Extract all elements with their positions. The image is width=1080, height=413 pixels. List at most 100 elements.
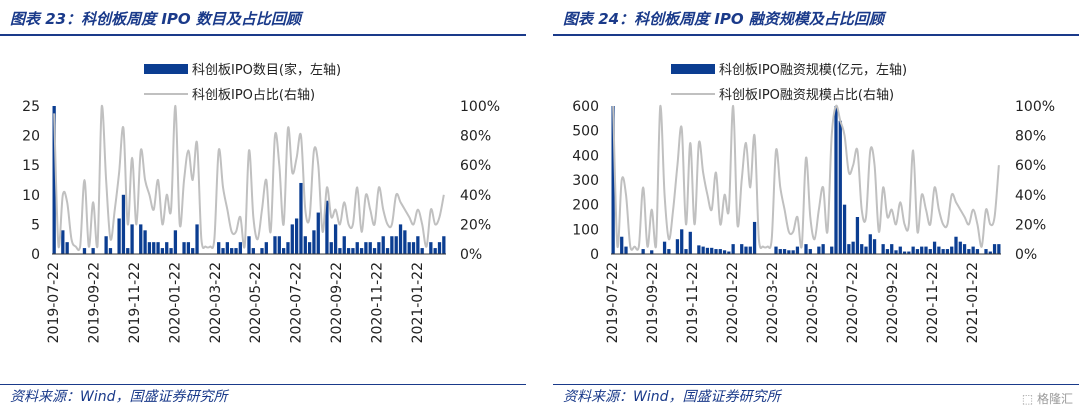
x-tick-label: 2020-09-22 bbox=[329, 262, 345, 343]
bar bbox=[710, 247, 714, 254]
y-right-tick-label: 20% bbox=[1015, 217, 1046, 233]
bar bbox=[160, 248, 165, 254]
bar bbox=[752, 221, 757, 254]
bar bbox=[731, 244, 735, 254]
bar bbox=[273, 236, 277, 254]
bar bbox=[911, 246, 915, 254]
bar bbox=[342, 236, 346, 254]
bar bbox=[221, 248, 225, 254]
bar bbox=[860, 244, 864, 254]
x-tick-label: 2020-01-22 bbox=[725, 262, 741, 343]
bar bbox=[346, 248, 351, 254]
x-tick-label: 2020-03-22 bbox=[208, 262, 224, 343]
x-tick-label: 2019-09-22 bbox=[645, 262, 661, 343]
bar bbox=[842, 204, 847, 254]
watermark-logo: ⬚ 格隆汇 bbox=[1022, 390, 1073, 407]
bar bbox=[359, 248, 364, 254]
bar bbox=[264, 242, 268, 254]
bar bbox=[165, 242, 169, 254]
bar bbox=[325, 200, 329, 254]
legend-bar-swatch bbox=[671, 64, 715, 74]
y-right-tick-label: 20% bbox=[460, 217, 491, 233]
bar bbox=[787, 250, 791, 254]
footer-rule bbox=[553, 384, 1079, 385]
title-rule bbox=[0, 34, 526, 36]
bar bbox=[984, 249, 988, 254]
legend-label: 科创板IPO占比(右轴) bbox=[192, 88, 315, 103]
y-right-tick-label: 80% bbox=[1015, 129, 1046, 145]
bar bbox=[971, 246, 975, 254]
bar bbox=[91, 248, 95, 254]
bar bbox=[620, 236, 624, 254]
bar bbox=[727, 251, 731, 254]
bar bbox=[108, 248, 113, 254]
bar bbox=[864, 246, 868, 254]
bar bbox=[195, 224, 199, 254]
bar bbox=[898, 246, 902, 254]
bar bbox=[950, 246, 954, 254]
bar bbox=[748, 246, 752, 254]
bar bbox=[182, 242, 186, 254]
y-right-tick-label: 0% bbox=[460, 247, 482, 263]
bar bbox=[403, 230, 407, 254]
bar bbox=[394, 236, 398, 254]
bar bbox=[941, 249, 945, 254]
bar bbox=[778, 249, 782, 254]
bar bbox=[299, 182, 303, 254]
x-tick-label: 2020-05-22 bbox=[805, 262, 821, 343]
bar bbox=[139, 224, 143, 254]
x-tick-label: 2020-07-22 bbox=[289, 262, 305, 343]
bar bbox=[147, 242, 152, 254]
bar bbox=[714, 249, 718, 254]
bar bbox=[680, 229, 684, 254]
y-left-tick-label: 15 bbox=[22, 158, 40, 174]
bar bbox=[398, 224, 403, 254]
bar bbox=[907, 251, 911, 254]
chart-title: 图表 23：科创板周度 IPO 数目及占比回顾 bbox=[10, 10, 301, 28]
bar bbox=[902, 251, 907, 254]
bar bbox=[338, 248, 342, 254]
bar bbox=[838, 120, 842, 254]
bar bbox=[355, 242, 359, 254]
bar bbox=[675, 239, 680, 254]
bar bbox=[303, 236, 307, 254]
bar bbox=[782, 249, 787, 254]
bar bbox=[855, 217, 860, 254]
bar bbox=[967, 249, 971, 254]
bar bbox=[667, 249, 671, 254]
bar bbox=[821, 244, 825, 254]
y-right-tick-label: 0% bbox=[1015, 247, 1037, 263]
bar bbox=[890, 244, 894, 254]
bar bbox=[962, 244, 967, 254]
bar bbox=[624, 246, 628, 254]
x-tick-label: 2020-07-22 bbox=[845, 262, 861, 343]
bar bbox=[307, 242, 312, 254]
bar bbox=[104, 236, 108, 254]
x-tick-label: 2020-01-22 bbox=[167, 262, 183, 343]
x-tick-label: 2021-01-22 bbox=[410, 262, 426, 343]
bar bbox=[61, 230, 65, 254]
bar bbox=[881, 244, 885, 254]
bar bbox=[407, 242, 411, 254]
bar bbox=[281, 248, 286, 254]
bar bbox=[152, 242, 156, 254]
bar bbox=[234, 248, 238, 254]
bar bbox=[260, 248, 264, 254]
bar bbox=[364, 242, 368, 254]
y-right-tick-label: 60% bbox=[1015, 158, 1046, 174]
bar bbox=[872, 239, 877, 254]
bar bbox=[377, 242, 381, 254]
y-left-tick-label: 400 bbox=[572, 148, 599, 164]
y-left-tick-label: 200 bbox=[572, 198, 599, 214]
y-left-tick-label: 5 bbox=[31, 217, 40, 233]
bar bbox=[705, 247, 710, 254]
bar bbox=[924, 246, 928, 254]
x-tick-label: 2019-11-22 bbox=[127, 262, 143, 343]
y-left-tick-label: 300 bbox=[572, 173, 599, 189]
bar bbox=[372, 248, 377, 254]
bar bbox=[997, 244, 1001, 254]
bar bbox=[795, 246, 800, 254]
bar bbox=[988, 251, 992, 254]
bar bbox=[851, 241, 855, 254]
bar bbox=[121, 194, 126, 254]
